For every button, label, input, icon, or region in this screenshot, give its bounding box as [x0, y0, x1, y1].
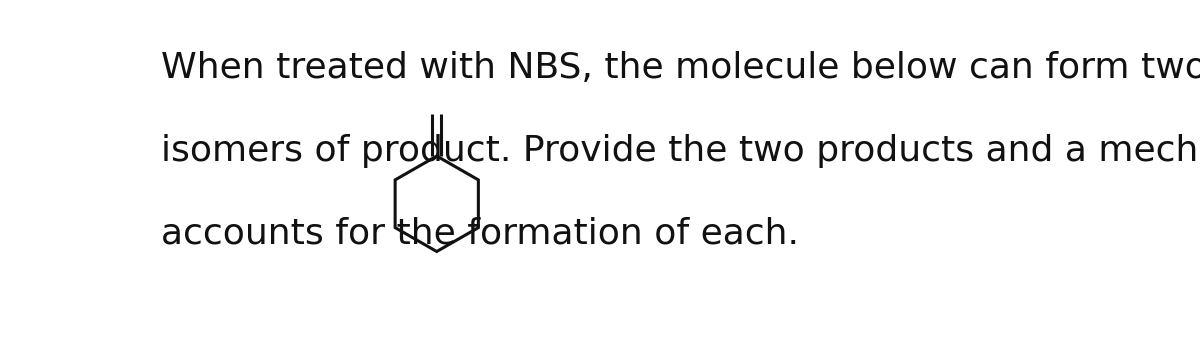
Text: isomers of product. Provide the two products and a mechanism that: isomers of product. Provide the two prod… [161, 134, 1200, 167]
Text: accounts for the formation of each.: accounts for the formation of each. [161, 216, 799, 250]
Text: When treated with NBS, the molecule below can form two different: When treated with NBS, the molecule belo… [161, 51, 1200, 85]
